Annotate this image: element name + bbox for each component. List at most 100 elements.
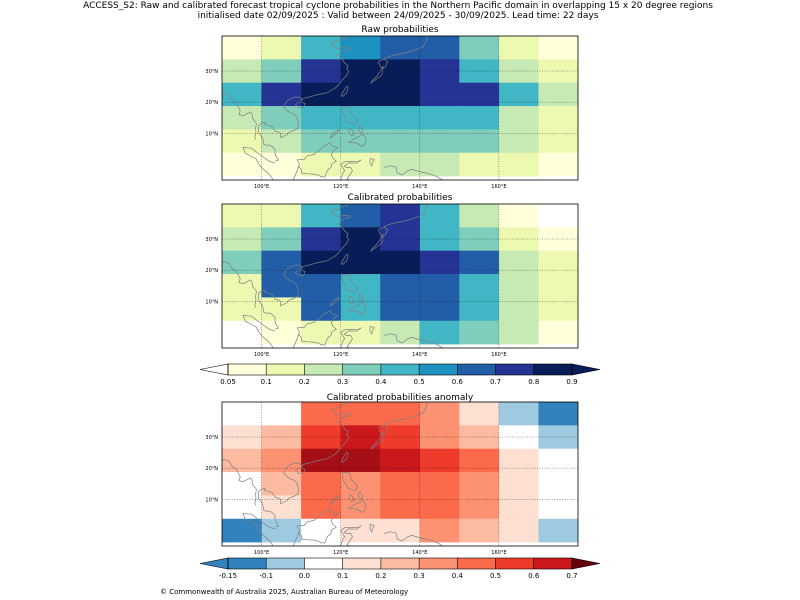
heatmap-cell	[419, 518, 460, 543]
graticule	[222, 36, 578, 180]
heatmap-cell	[459, 82, 500, 107]
heatmap-cell	[419, 204, 460, 228]
x-tick-label: 100°E	[254, 184, 269, 190]
heatmap-cell	[380, 448, 421, 473]
heatmap-cell	[261, 495, 302, 520]
heatmap-cell	[301, 472, 341, 496]
heatmap-cell	[538, 36, 578, 60]
heatmap-cell	[261, 227, 302, 252]
heatmap-cell	[538, 274, 578, 298]
heatmap-cell	[222, 495, 262, 520]
calibrated-probabilities-panel: Calibrated probabilities 100°E 120°E 140°E…	[205, 193, 579, 358]
colorbar-segment	[304, 364, 343, 375]
heatmap-cell	[419, 448, 460, 473]
calibrated-probabilities-title: Calibrated probabilities	[348, 193, 453, 203]
x-tick-label: 160°E	[491, 184, 506, 190]
heatmap-cell	[380, 82, 421, 107]
heatmap-cell	[261, 204, 302, 228]
colorbar-segment	[457, 558, 496, 569]
heatmap-cell	[459, 320, 500, 345]
colorbar-tick-label: 0.5	[414, 378, 425, 386]
heatmap-cell	[459, 152, 500, 177]
colorbar-segment	[533, 364, 573, 375]
heatmap-cell	[498, 495, 539, 520]
heatmap-cell	[301, 59, 341, 84]
heatmap-cell	[301, 320, 341, 345]
heatmap-cell	[261, 274, 302, 298]
colorbar-segment	[266, 364, 305, 375]
heatmap-cell	[222, 472, 262, 496]
anomaly-colorbar: -0.15 -0.1 0.0 0.1 0.2 0.3 0.4 0.5 0.6 0.7	[199, 557, 601, 580]
heatmap-cell	[380, 274, 421, 298]
probability-colorbar: 0.05 0.1 0.2 0.3 0.4 0.5 0.6 0.7 0.8 0.9	[199, 363, 601, 386]
heatmap-cell	[380, 472, 421, 496]
y-tick-label: 30°N	[205, 69, 218, 75]
heatmap-cell	[419, 274, 460, 298]
heatmap-cell	[538, 518, 578, 543]
map-frame	[221, 35, 579, 181]
heatmap-cell	[301, 250, 341, 275]
y-tick-label: 10°N	[205, 299, 218, 305]
colorbar-tick-label: 0.7	[566, 572, 577, 580]
colorbar-tick-label: 0.3	[414, 572, 425, 580]
colorbar-segment	[380, 364, 420, 375]
heatmap-cell	[459, 227, 500, 252]
map-frame	[221, 203, 579, 349]
heatmap-cell	[222, 36, 262, 60]
heatmap-cell	[301, 495, 341, 520]
heatmap-cell	[459, 425, 500, 450]
x-tick-label: 120°E	[333, 352, 348, 358]
colorbar-segment	[533, 558, 573, 569]
heatmap-cell	[498, 250, 539, 275]
colorbar-tick-label: 0.1	[337, 572, 348, 580]
heatmap-cell	[498, 518, 539, 543]
heatmap-cell	[340, 495, 381, 520]
copyright-notice: © Commonwealth of Australia 2025, Austra…	[160, 588, 408, 596]
x-tick-label: 140°E	[412, 184, 427, 190]
heatmap-cell	[380, 250, 421, 275]
heatmap-cell	[459, 250, 500, 275]
heatmap-cell	[301, 36, 341, 60]
heatmap-cell	[459, 274, 500, 298]
heatmap-cell	[459, 297, 500, 322]
heatmap-cell	[380, 297, 421, 322]
heatmap-cell	[222, 152, 262, 177]
y-tick-label: 30°N	[205, 435, 218, 441]
heatmap-cell	[459, 106, 500, 130]
heatmap-cell	[261, 402, 302, 426]
figure-title-line-1: ACCESS_S2: Raw and calibrated forecast t…	[83, 1, 713, 11]
heatmap-cell	[459, 518, 500, 543]
x-tick-label: 100°E	[254, 550, 269, 556]
heatmap-cell	[261, 448, 302, 473]
heatmap-cell	[222, 320, 262, 345]
colorbar-tick-label: 0.05	[220, 378, 236, 386]
heatmap-cell	[419, 36, 460, 60]
colorbar-tick-label: 0.9	[566, 378, 577, 386]
heatmap-cell	[340, 425, 381, 450]
colorbar-segment	[266, 558, 305, 569]
raw-probabilities-panel: Raw probabilities 100°E 120°E 140°E 160°E 10…	[205, 25, 579, 190]
heatmap-cell	[261, 425, 302, 450]
heatmap-cell	[261, 518, 302, 543]
heatmap-cell	[498, 227, 539, 252]
heatmap-cell	[419, 250, 460, 275]
heatmap-cell	[222, 402, 262, 426]
heatmap-cell	[222, 129, 262, 154]
coastline	[222, 36, 443, 180]
map-frame	[221, 401, 579, 547]
calibrated-anomaly-panel: Calibrated probabilities anomaly 100°E 12…	[205, 393, 579, 556]
heatmap-cell	[459, 495, 500, 520]
heatmap-cell	[419, 129, 460, 154]
heatmap-cell	[301, 129, 341, 154]
heatmap-cell	[498, 320, 539, 345]
x-tick-label: 160°E	[491, 352, 506, 358]
heatmap-cell	[538, 250, 578, 275]
x-tick-label: 140°E	[412, 352, 427, 358]
colorbar-tick-label: 0.6	[528, 572, 540, 580]
heatmap-cell	[498, 82, 539, 107]
heatmap-cell	[538, 448, 578, 473]
heatmap-cell	[419, 495, 460, 520]
colorbar-extend-high	[571, 363, 601, 376]
heatmap-cell	[340, 129, 381, 154]
